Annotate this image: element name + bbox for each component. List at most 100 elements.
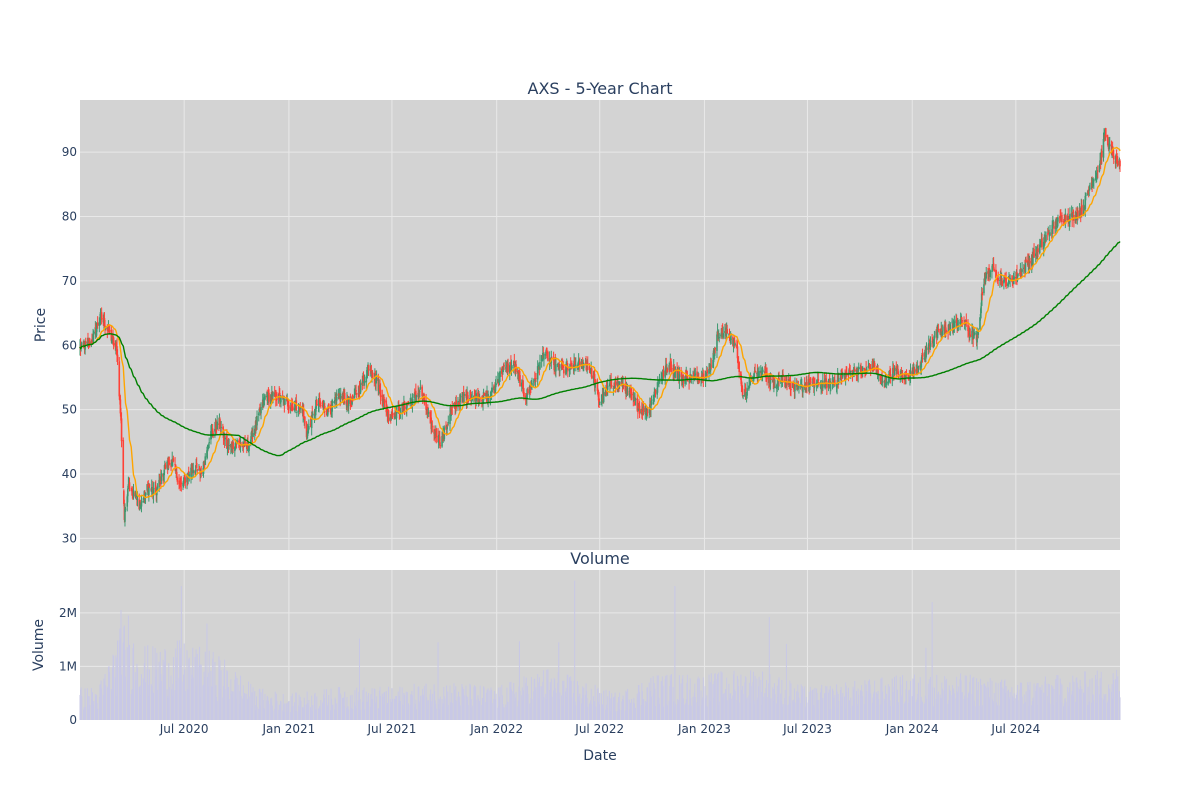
- candle-body: [502, 367, 505, 370]
- volume-bar: [186, 650, 188, 720]
- candle-body: [375, 381, 377, 384]
- volume-bar: [228, 686, 230, 720]
- volume-bar: [244, 693, 246, 720]
- volume-bar: [764, 698, 766, 720]
- candle-body: [889, 370, 891, 376]
- candle-body: [766, 374, 768, 380]
- volume-bar: [1055, 679, 1057, 720]
- candle-body: [577, 362, 579, 369]
- volume-bar: [578, 701, 580, 720]
- candle-body: [741, 385, 743, 388]
- volume-bar: [127, 615, 129, 720]
- volume-bar: [809, 686, 811, 720]
- volume-bar: [845, 682, 847, 720]
- volume-bar: [928, 695, 930, 720]
- volume-bar: [294, 702, 296, 720]
- volume-bar: [1031, 700, 1033, 720]
- volume-bar: [770, 698, 772, 720]
- volume-bar: [287, 702, 289, 720]
- volume-bar: [777, 697, 779, 720]
- candle-body: [92, 334, 94, 342]
- volume-bar: [81, 696, 83, 720]
- volume-bar: [362, 701, 364, 720]
- candle-body: [949, 324, 952, 332]
- candle-body: [834, 379, 836, 386]
- volume-bar: [473, 685, 475, 720]
- volume-bar: [786, 705, 788, 720]
- volume-bar: [944, 676, 946, 720]
- volume-bar: [629, 702, 631, 720]
- candle-body: [557, 365, 560, 367]
- volume-bar: [880, 703, 882, 720]
- volume-bar: [212, 652, 214, 720]
- candle-body: [621, 379, 623, 383]
- volume-bar: [546, 679, 548, 720]
- volume-bar: [378, 707, 380, 720]
- candle-body: [1061, 215, 1063, 222]
- volume-bar: [495, 693, 497, 720]
- volume-bar: [503, 707, 505, 720]
- candle-body: [796, 384, 799, 387]
- volume-bar: [121, 674, 123, 720]
- volume-bar: [129, 644, 131, 720]
- volume-bar: [509, 682, 511, 720]
- candle-body: [482, 398, 484, 404]
- candle-body: [885, 381, 888, 386]
- volume-bar: [176, 640, 178, 720]
- candle-body: [370, 372, 373, 375]
- volume-bar: [705, 706, 707, 720]
- volume-bar: [375, 702, 377, 720]
- volume-bar: [991, 699, 993, 720]
- volume-bar: [541, 686, 543, 720]
- volume-bar: [1095, 679, 1097, 720]
- volume-bar: [323, 694, 325, 720]
- volume-bar: [196, 653, 198, 720]
- volume-bar: [1036, 705, 1038, 720]
- volume-bar: [521, 687, 523, 720]
- volume-bar: [170, 675, 172, 720]
- volume-bar: [92, 692, 94, 720]
- candle-body: [1086, 192, 1089, 196]
- volume-bar: [204, 651, 206, 720]
- candle-body: [561, 363, 563, 369]
- volume-bar: [973, 676, 975, 720]
- candle-body: [306, 431, 309, 436]
- volume-bar: [1056, 683, 1058, 720]
- candle-body: [122, 440, 125, 489]
- volume-bar: [470, 707, 472, 720]
- volume-bar: [758, 676, 760, 720]
- candle-body: [466, 392, 469, 401]
- volume-bar: [395, 699, 397, 720]
- volume-bar: [442, 706, 444, 720]
- volume-bar: [258, 708, 260, 720]
- volume-bar: [439, 696, 441, 720]
- candle-body: [545, 347, 548, 352]
- volume-bar: [320, 700, 322, 720]
- volume-bar: [713, 681, 715, 720]
- candle-body: [268, 392, 270, 402]
- candle-body: [272, 392, 274, 397]
- volume-bar: [311, 695, 313, 720]
- volume-bar: [383, 692, 385, 720]
- volume-bar: [1072, 675, 1074, 720]
- volume-bar: [103, 681, 105, 720]
- volume-bar: [319, 705, 321, 720]
- volume-bar: [251, 692, 253, 720]
- volume-bar: [224, 689, 226, 720]
- volume-bar: [680, 683, 682, 720]
- volume-bar: [925, 647, 927, 720]
- candle-body: [836, 383, 838, 388]
- volume-bar: [439, 708, 441, 720]
- candle-body: [215, 428, 218, 431]
- volume-bar: [339, 687, 341, 720]
- volume-bar: [518, 686, 520, 720]
- candle-body: [853, 367, 855, 371]
- candle-body: [124, 508, 127, 510]
- x-axis-label: Date: [583, 748, 616, 764]
- candle-body: [293, 408, 296, 411]
- volume-bar: [234, 672, 236, 720]
- candle-body: [867, 365, 870, 368]
- price-y-tick-label: 60: [62, 338, 77, 352]
- candle-body: [519, 375, 521, 387]
- volume-bar: [884, 685, 886, 720]
